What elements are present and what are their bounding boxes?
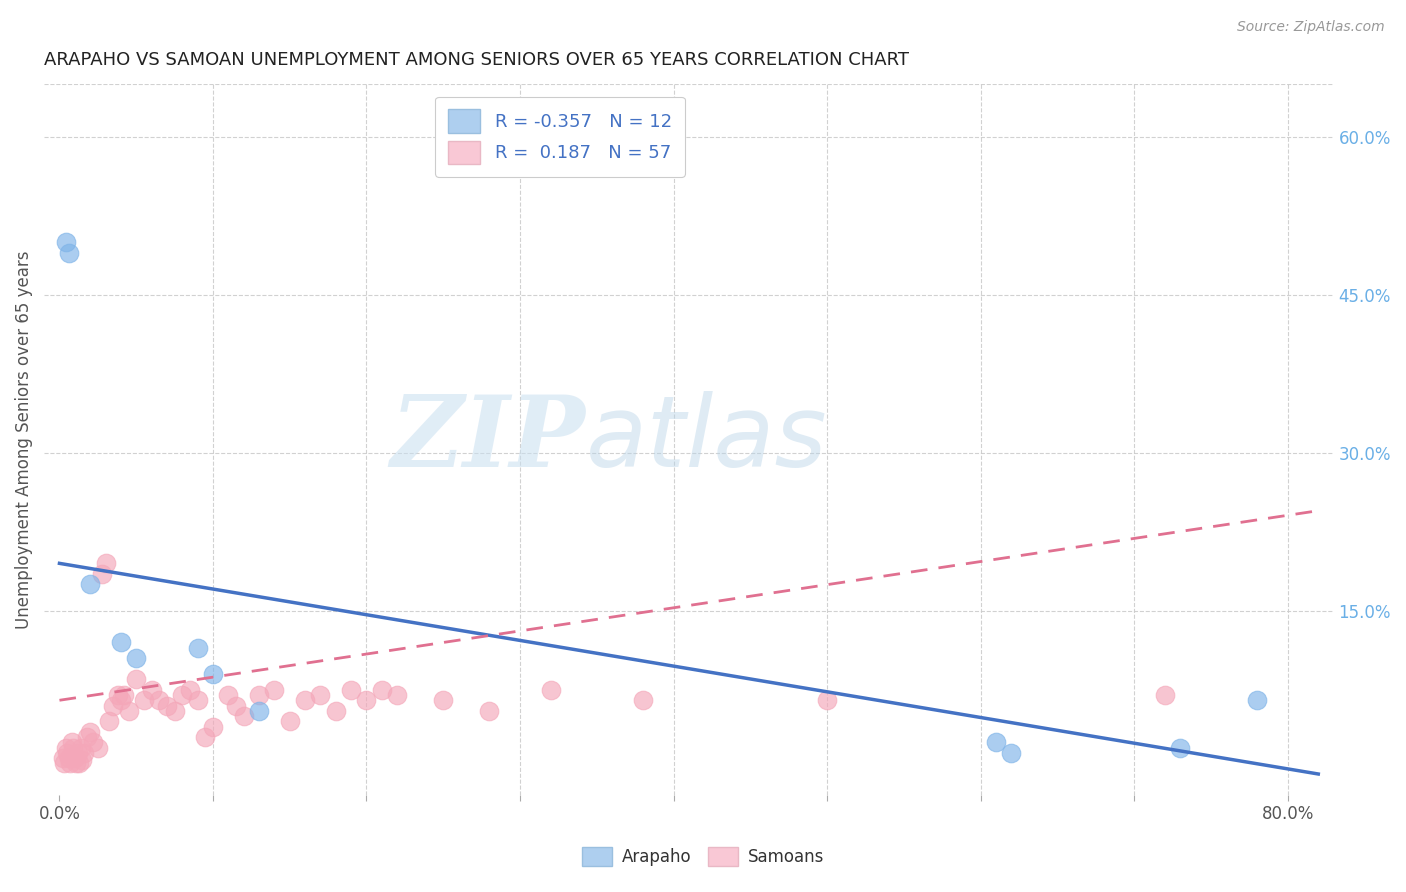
Point [478, 704, 501, 718]
Point [1246, 693, 1268, 707]
Point [356, 693, 378, 707]
Point [179, 682, 201, 697]
Point [110, 693, 132, 707]
Point [110, 635, 132, 649]
Point [59, 756, 82, 771]
Legend: Arapaho, Samoans: Arapaho, Samoans [574, 838, 832, 875]
Text: ZIP: ZIP [391, 392, 586, 488]
Point [294, 693, 316, 707]
Point [58, 245, 80, 260]
Point [325, 704, 347, 718]
Point [340, 682, 363, 697]
Point [387, 688, 409, 702]
Point [56, 746, 79, 760]
Point [94, 557, 117, 571]
Point [132, 693, 155, 707]
Point [1168, 740, 1191, 755]
Point [1000, 746, 1022, 760]
Point [371, 682, 394, 697]
Point [67, 756, 90, 771]
Point [201, 667, 224, 681]
Point [309, 688, 332, 702]
Point [217, 688, 239, 702]
Point [984, 735, 1007, 749]
Point [107, 688, 129, 702]
Point [66, 746, 89, 760]
Point [82, 735, 104, 749]
Point [187, 640, 209, 655]
Point [72, 753, 94, 767]
Point [55, 740, 77, 755]
Point [60, 735, 83, 749]
Y-axis label: Unemployment Among Seniors over 65 years: Unemployment Among Seniors over 65 years [15, 251, 32, 629]
Point [117, 704, 139, 718]
Point [62, 740, 84, 755]
Point [73, 746, 96, 760]
Point [51, 751, 73, 765]
Point [163, 704, 186, 718]
Point [87, 740, 110, 755]
Point [112, 688, 135, 702]
Point [247, 704, 270, 718]
Point [232, 709, 254, 723]
Point [156, 698, 179, 713]
Point [79, 577, 101, 591]
Point [187, 693, 209, 707]
Point [194, 730, 217, 744]
Point [148, 693, 170, 707]
Text: Source: ZipAtlas.com: Source: ZipAtlas.com [1237, 20, 1385, 34]
Point [76, 730, 98, 744]
Text: ARAPAHO VS SAMOAN UNEMPLOYMENT AMONG SENIORS OVER 65 YEARS CORRELATION CHART: ARAPAHO VS SAMOAN UNEMPLOYMENT AMONG SEN… [44, 51, 910, 69]
Point [91, 566, 114, 581]
Point [125, 672, 148, 686]
Point [55, 235, 77, 249]
Point [432, 693, 454, 707]
Point [172, 688, 194, 702]
Legend: R = -0.357   N = 12, R =  0.187   N = 57: R = -0.357 N = 12, R = 0.187 N = 57 [436, 96, 685, 177]
Text: atlas: atlas [586, 391, 827, 488]
Point [1153, 688, 1175, 702]
Point [103, 698, 125, 713]
Point [815, 693, 838, 707]
Point [125, 651, 148, 665]
Point [278, 714, 301, 729]
Point [58, 751, 80, 765]
Point [65, 756, 87, 771]
Point [53, 756, 76, 771]
Point [225, 698, 247, 713]
Point [70, 740, 93, 755]
Point [97, 714, 120, 729]
Point [79, 724, 101, 739]
Point [141, 682, 163, 697]
Point [631, 693, 654, 707]
Point [201, 720, 224, 734]
Point [63, 751, 86, 765]
Point [247, 688, 270, 702]
Point [540, 682, 562, 697]
Point [263, 682, 285, 697]
